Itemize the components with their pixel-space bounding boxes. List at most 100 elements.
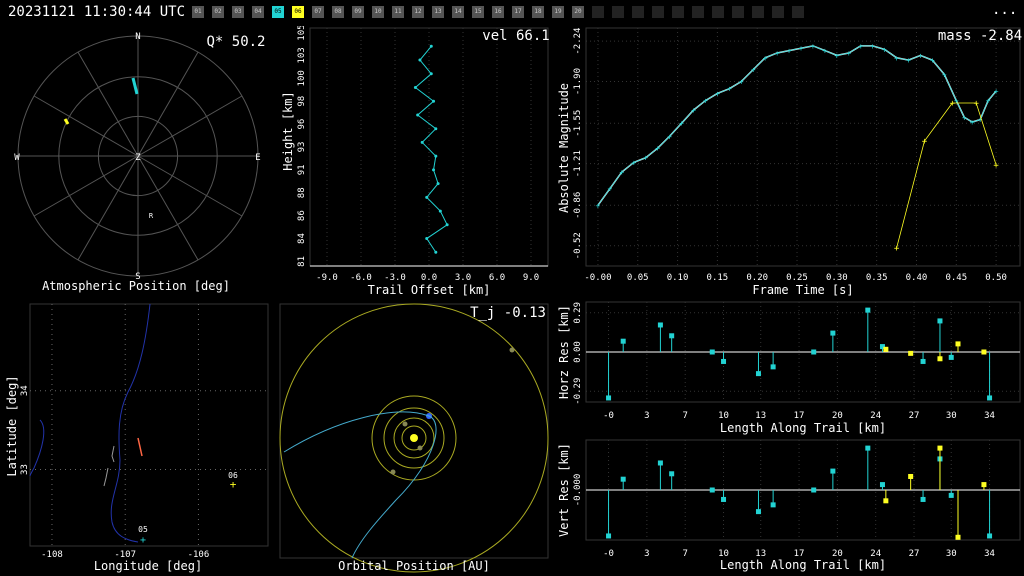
hres-point-0-9 <box>830 330 836 336</box>
height-point-0 <box>434 250 438 254</box>
station-07[interactable]: 07 <box>312 6 324 18</box>
station-12[interactable]: 12 <box>412 6 424 18</box>
station-20[interactable]: 20 <box>572 6 584 18</box>
hres-xtick-7: 24 <box>870 411 881 421</box>
station-09[interactable]: 09 <box>352 6 364 18</box>
station-03[interactable]: 03 <box>232 6 244 18</box>
mag-xtick-9: 0.45 <box>945 273 967 283</box>
map-xtick-0: -108 <box>41 550 63 560</box>
height-point-4 <box>425 195 429 199</box>
mag-xtick-3: 0.15 <box>707 273 729 283</box>
mag-05-point-17: + <box>799 44 804 53</box>
station-16[interactable]: 16 <box>492 6 504 18</box>
height-point-3 <box>438 209 442 213</box>
hres-point-0-7 <box>770 364 776 370</box>
station-slot-27[interactable] <box>732 6 744 18</box>
station-slot-26[interactable] <box>712 6 724 18</box>
station-slot-29[interactable] <box>772 6 784 18</box>
station-10[interactable]: 10 <box>372 6 384 18</box>
mag-xtick-4: 0.20 <box>746 273 768 283</box>
mag-ytick-5: -2.24 <box>573 28 583 55</box>
vres-point-0-4 <box>709 487 715 493</box>
mag-fit-line <box>597 45 997 206</box>
height-ytick-0: 81 <box>297 256 307 267</box>
orbital-label: Orbital Position [AU] <box>338 559 490 573</box>
height-xtick-2: -3.0 <box>384 273 406 283</box>
station-11[interactable]: 11 <box>392 6 404 18</box>
azimuth-spoke-150 <box>33 155 139 217</box>
height-point-5 <box>436 182 440 186</box>
map-ytick-1: 34 <box>20 385 30 396</box>
hres-point-0-12 <box>920 358 926 364</box>
station-strip: 01 02 03 04 05 06 07 08 09 10 11 12 13 14 15 16 17 18 19 20 <box>0 0 1024 24</box>
mag-05-point-5: + <box>655 144 660 153</box>
mag-05-point-29: + <box>942 70 947 79</box>
mag-05-point-22: + <box>858 42 863 51</box>
hres-xtick-1: 3 <box>644 411 649 421</box>
hres-point-1-1 <box>908 350 914 356</box>
height-point-13 <box>429 72 433 76</box>
station-slot-24[interactable] <box>672 6 684 18</box>
mag-05-point-10: + <box>715 89 720 98</box>
mag-xtick-2: 0.10 <box>667 273 689 283</box>
magnitude-chart: -0.00 0.05 0.10 0.15 0.20 0.25 0.30 0.35 0.40 0.4… <box>557 27 1022 297</box>
height-offset-chart: -9.0 -6.0 -3.0 0.0 3.0 6.0 9.0 81 84 86 88 91 93 96 98… <box>281 26 550 297</box>
station-04[interactable]: 04 <box>252 6 264 18</box>
height-point-12 <box>413 86 417 89</box>
mag-xtick-7: 0.35 <box>866 273 888 283</box>
station-19[interactable]: 19 <box>552 6 564 18</box>
map-frame <box>29 303 269 547</box>
mag-frame <box>585 27 1021 267</box>
vres-y-label: Vert Res [km] <box>557 443 571 537</box>
height-point-8 <box>420 140 424 144</box>
station-slot-20[interactable] <box>592 6 604 18</box>
hres-point-0-5 <box>721 358 727 364</box>
magnitude-x-label: Frame Time [s] <box>752 283 853 297</box>
hres-xtick-6: 20 <box>832 411 843 421</box>
station-05[interactable]: 05 <box>272 6 284 18</box>
hres-ytick-2: 0.29 <box>573 302 583 324</box>
mag-xtick-1: 0.05 <box>627 273 649 283</box>
mag-06-point-4: + <box>993 161 999 171</box>
station-slot-21[interactable] <box>612 6 624 18</box>
azimuth-spoke-30 <box>137 155 243 217</box>
vres-xtick-5: 17 <box>794 549 805 559</box>
station-slot-28[interactable] <box>752 6 764 18</box>
hres-point-0-1 <box>620 338 626 344</box>
station-14[interactable]: 14 <box>452 6 464 18</box>
hres-xtick-2: 7 <box>682 411 687 421</box>
station-13[interactable]: 13 <box>432 6 444 18</box>
station-slot-22[interactable] <box>632 6 644 18</box>
station-01[interactable]: 01 <box>192 6 204 18</box>
vres-point-0-11 <box>879 482 885 488</box>
hres-point-0-13 <box>937 318 943 324</box>
hres-ytick-0: -0.29 <box>573 378 583 405</box>
mag-06-point-2: + <box>950 99 956 109</box>
mag-06-point-3: + <box>973 99 979 109</box>
station-15[interactable]: 15 <box>472 6 484 18</box>
mag-05-point-28: + <box>930 56 935 65</box>
hres-point-0-2 <box>657 322 663 328</box>
hres-point-0-6 <box>755 371 761 377</box>
station-02[interactable]: 02 <box>212 6 224 18</box>
compass-z: Z <box>135 153 141 163</box>
station-08[interactable]: 08 <box>332 6 344 18</box>
station-18[interactable]: 18 <box>532 6 544 18</box>
menu-button[interactable]: ... <box>992 2 1018 18</box>
azimuth-spoke-120 <box>77 155 139 261</box>
station-06[interactable]: 06 <box>292 6 304 18</box>
height-ytick-8: 100 <box>297 70 307 86</box>
height-x-label: Trail Offset [km] <box>368 283 491 297</box>
height-point-6 <box>432 168 436 172</box>
q-star-annotation: Q* 50.2 <box>206 34 265 50</box>
height-ytick-10: 105 <box>297 26 307 41</box>
station-slot-23[interactable] <box>652 6 664 18</box>
station-17[interactable]: 17 <box>512 6 524 18</box>
mag-05-point-6: + <box>667 132 672 141</box>
station-slot-25[interactable] <box>692 6 704 18</box>
station-slot-30[interactable] <box>792 6 804 18</box>
magnitude-y-label: Absolute Magnitude <box>557 83 571 213</box>
mag-05-point-23: + <box>870 42 875 51</box>
sun-icon <box>410 434 418 442</box>
